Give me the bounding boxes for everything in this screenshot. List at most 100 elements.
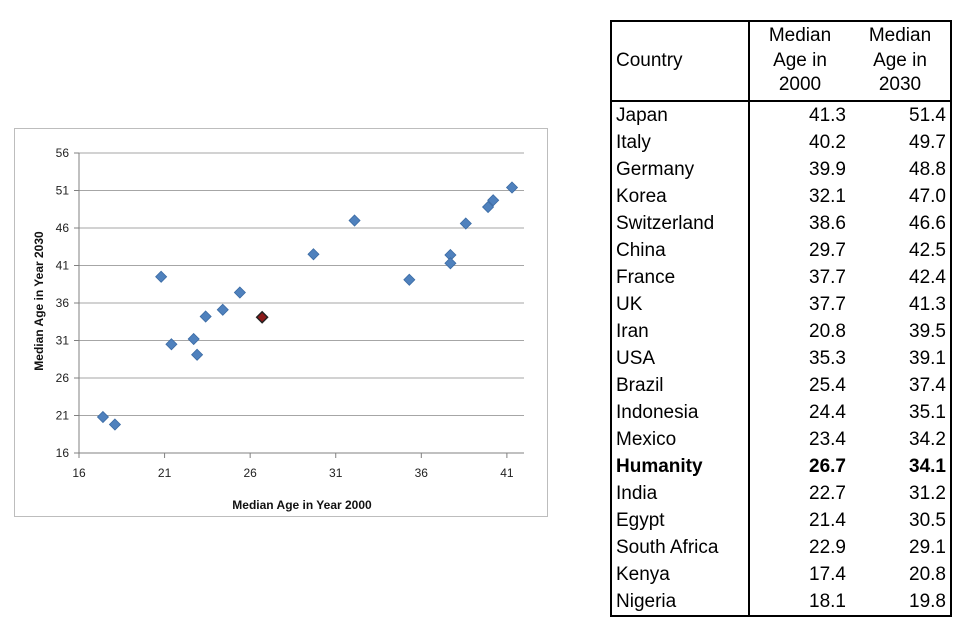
data-point (487, 194, 500, 207)
y-tick-label: 31 (56, 334, 70, 348)
cell-age-2030: 35.1 (909, 401, 946, 423)
cell-country: Kenya (611, 560, 750, 588)
scatter-chart: 16 21 26 31 36 41 46 51 56 16 21 26 31 36 41 Median Ag… (14, 128, 548, 517)
table-row: Mexico 23.4 34.2 (611, 425, 951, 453)
header-age-2030-line-3: 2030 (878, 74, 922, 96)
cell-age-2030: 41.3 (909, 293, 946, 315)
x-tick-label: 21 (158, 466, 172, 480)
cell-age-2000: 20.8 (809, 320, 846, 342)
gridlines (74, 152, 524, 458)
highlight-data-point (255, 310, 269, 324)
median-age-table: Country Median Age in 2000 Median Age in… (610, 20, 952, 617)
cell-country: Switzerland (611, 209, 750, 237)
cell-country: South Africa (611, 533, 750, 561)
cell-age-2030: 39.5 (909, 320, 946, 342)
cell-country: Korea (611, 182, 750, 210)
data-point (444, 257, 457, 270)
cell-age-2000: 39.9 (809, 158, 846, 180)
cell-age-2000: 25.4 (809, 374, 846, 396)
y-tick-label: 51 (56, 184, 70, 198)
x-tick-label: 36 (415, 466, 429, 480)
table-row: Egypt 21.4 30.5 (611, 506, 951, 534)
table-row: UK 37.7 41.3 (611, 290, 951, 318)
y-tick-label: 26 (56, 371, 70, 385)
data-point (187, 332, 200, 346)
cell-age-2030: 49.7 (909, 131, 946, 153)
table-row: China 29.7 42.5 (611, 236, 951, 264)
table-row: Nigeria 18.1 19.8 (611, 587, 951, 616)
cell-age-2000: 24.4 (809, 401, 846, 423)
data-point (199, 310, 212, 323)
data-point (481, 200, 495, 214)
table-row: India 22.7 31.2 (611, 479, 951, 507)
cell-country: France (611, 263, 750, 291)
cell-country: India (611, 479, 750, 507)
cell-age-2000: 35.3 (809, 347, 846, 369)
cell-age-2000: 40.2 (809, 131, 846, 153)
header-age-2000-line-1: Median (768, 25, 832, 46)
data-point (216, 303, 229, 316)
y-tick-label: 41 (56, 259, 70, 273)
cell-country: Japan (611, 100, 750, 129)
cell-age-2000: 22.7 (809, 482, 846, 504)
cell-age-2030: 48.8 (909, 158, 946, 180)
header-age-2030: Median Age in 2030 (850, 21, 951, 102)
cell-age-2000: 41.3 (809, 104, 846, 126)
cell-country: Italy (611, 128, 750, 156)
header-age-2030-line-1: Median (868, 25, 932, 46)
cell-country: China (611, 236, 750, 264)
cell-age-2000: 32.1 (809, 185, 846, 207)
data-point (233, 286, 246, 299)
cell-age-2030: 34.1 (909, 455, 946, 477)
cell-country: Mexico (611, 425, 750, 453)
table-row: Japan 41.3 51.4 (611, 100, 951, 129)
cell-age-2000: 37.7 (809, 266, 846, 288)
cell-country: Egypt (611, 506, 750, 534)
table-body: Japan 41.3 51.4 Italy 40.2 49.7 Germany 39.9 48.… (611, 100, 951, 616)
table-row: Germany 39.9 48.8 (611, 155, 951, 183)
cell-country: Brazil (611, 371, 750, 399)
y-tick-label: 36 (56, 296, 70, 310)
data-points (96, 181, 519, 431)
cell-age-2000: 22.9 (809, 536, 846, 558)
x-axis-title: Median Age in Year 2000 (232, 498, 372, 512)
cell-age-2000: 37.7 (809, 293, 846, 315)
cell-age-2030: 47.0 (909, 185, 946, 207)
y-tick-label: 46 (56, 221, 70, 235)
tick-labels: 16 21 26 31 36 41 46 51 56 16 21 26 31 36 41 (56, 146, 514, 480)
cell-age-2030: 30.5 (909, 509, 946, 531)
cell-country: USA (611, 344, 750, 372)
table-row: Kenya 17.4 20.8 (611, 560, 951, 588)
table-row: USA 35.3 39.1 (611, 344, 951, 372)
cell-country: Germany (611, 155, 750, 183)
data-point (191, 348, 204, 361)
cell-age-2000: 18.1 (809, 590, 846, 612)
table-row: Humanity 26.7 34.1 (611, 452, 951, 480)
table-row: Iran 20.8 39.5 (611, 317, 951, 345)
cell-age-2030: 42.4 (909, 266, 946, 288)
data-point (108, 418, 122, 431)
table-row: Indonesia 24.4 35.1 (611, 398, 951, 426)
data-point (459, 217, 472, 230)
table-row: Brazil 25.4 37.4 (611, 371, 951, 399)
y-tick-label: 21 (56, 409, 70, 423)
data-point (505, 181, 519, 194)
cell-age-2030: 31.2 (909, 482, 946, 504)
y-axis-title: Median Age in Year 2030 (32, 231, 46, 371)
cell-country: Iran (611, 317, 750, 345)
x-tick-label: 31 (329, 466, 343, 480)
cell-age-2030: 42.5 (909, 239, 946, 261)
cell-age-2000: 17.4 (809, 563, 846, 585)
cell-age-2030: 51.4 (909, 104, 946, 126)
data-point (348, 214, 361, 227)
data-point (155, 270, 168, 283)
x-tick-label: 26 (243, 466, 257, 480)
y-tick-label: 56 (56, 146, 70, 160)
data-point (165, 338, 178, 351)
data-point (307, 248, 320, 261)
cell-country: Indonesia (611, 398, 750, 426)
table-row: Korea 32.1 47.0 (611, 182, 951, 210)
header-age-2030-line-2: Age in (873, 49, 927, 71)
cell-age-2000: 38.6 (809, 212, 846, 234)
cell-age-2030: 39.1 (909, 347, 946, 369)
